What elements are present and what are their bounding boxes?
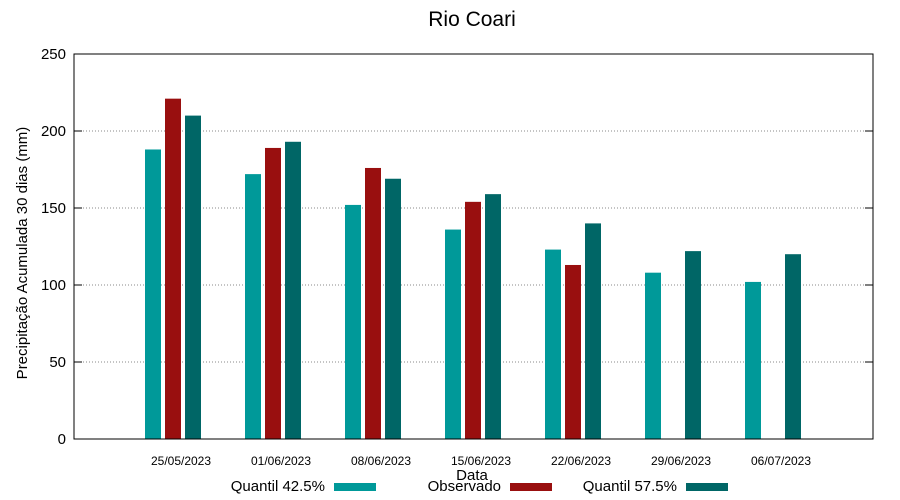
x-tick-label: 01/06/2023 (251, 454, 311, 468)
bars (145, 98, 801, 440)
legend-label: Observado (428, 478, 501, 495)
bar-quantil-57-5--4 (585, 223, 601, 439)
y-axis-label: Precipitação Acumulada 30 dias (mm) (14, 127, 31, 380)
bar-quantil-42-5--1 (245, 174, 261, 439)
bar-quantil-42-5--2 (345, 204, 361, 439)
x-axis-label: Data (456, 467, 488, 484)
legend-swatch (686, 483, 728, 491)
bar-quantil-42-5--6 (745, 281, 761, 439)
y-tick-label: 0 (58, 431, 66, 448)
legend: Quantil 42.5% Observado Quantil 57.5% (231, 478, 728, 495)
legend-label: Quantil 57.5% (583, 478, 677, 495)
legend-label: Quantil 42.5% (231, 478, 325, 495)
bar-quantil-57-5--5 (685, 251, 701, 439)
x-tick-label: 25/05/2023 (151, 454, 211, 468)
y-ticks: 0 50 100 150 200 250 (41, 46, 873, 448)
legend-swatch (510, 483, 552, 491)
bar-quantil-42-5--3 (445, 229, 461, 439)
x-ticks: 25/05/2023 01/06/2023 08/06/2023 15/06/2023… (151, 454, 811, 468)
x-tick-label: 06/07/2023 (751, 454, 811, 468)
bar-observado-1 (265, 147, 281, 439)
chart-title: Rio Coari (428, 8, 516, 31)
bar-quantil-57-5--3 (485, 194, 501, 439)
bar-observado-3 (465, 201, 481, 439)
x-tick-label: 29/06/2023 (651, 454, 711, 468)
x-tick-label: 22/06/2023 (551, 454, 611, 468)
bar-quantil-42-5--0 (145, 149, 161, 440)
y-tick-label: 100 (41, 277, 66, 294)
x-tick-label: 15/06/2023 (451, 454, 511, 468)
bar-quantil-42-5--5 (645, 272, 661, 439)
bar-observado-2 (365, 167, 381, 439)
y-tick-label: 250 (41, 46, 66, 63)
bar-quantil-57-5--1 (285, 141, 301, 439)
y-tick-label: 200 (41, 123, 66, 140)
plot-frame (73, 53, 874, 440)
bar-quantil-57-5--6 (785, 254, 801, 439)
legend-swatch (334, 483, 376, 491)
bar-quantil-57-5--0 (185, 115, 201, 439)
y-tick-label: 50 (49, 354, 66, 371)
bar-quantil-42-5--4 (545, 249, 561, 439)
y-tick-label: 150 (41, 200, 66, 217)
bar-quantil-57-5--2 (385, 178, 401, 440)
bar-observado-4 (565, 264, 581, 439)
x-tick-label: 08/06/2023 (351, 454, 411, 468)
bar-observado-0 (165, 98, 181, 439)
